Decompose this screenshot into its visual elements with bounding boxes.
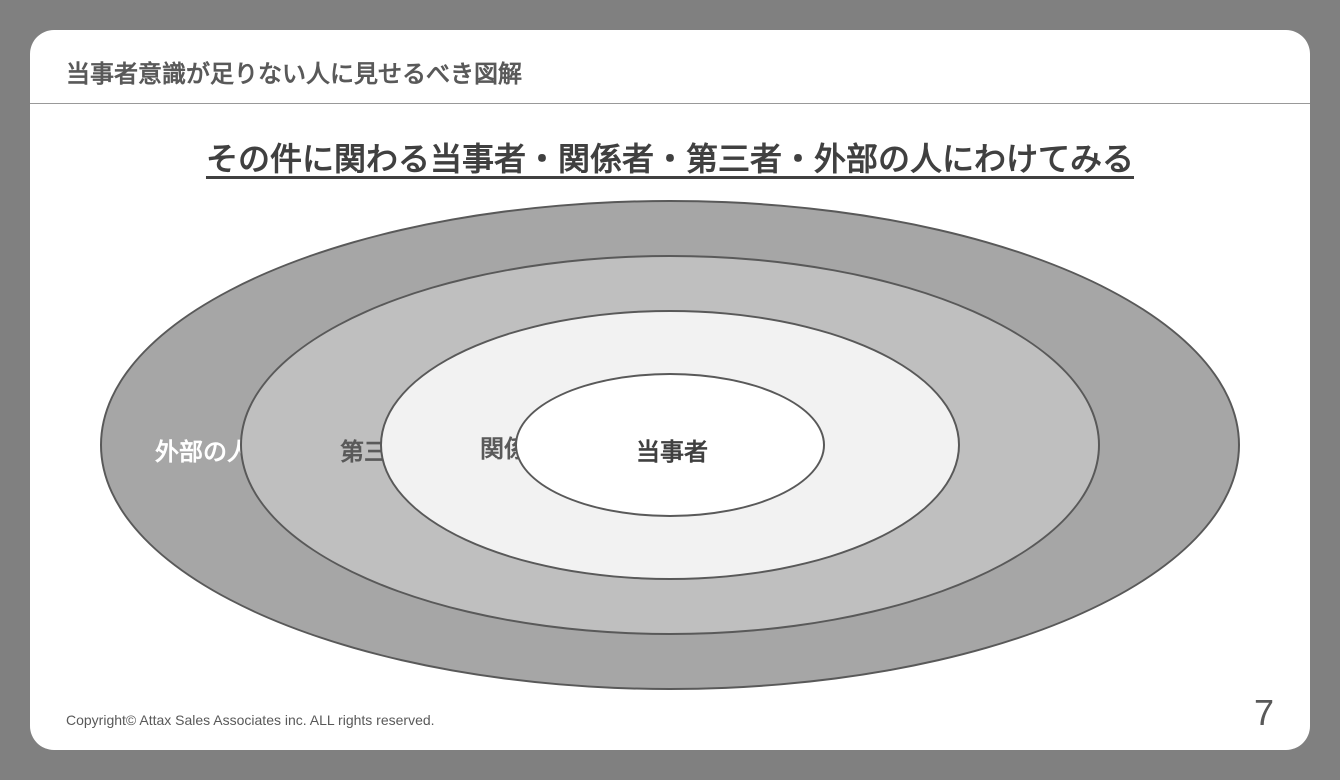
- ellipse-label-0: 外部の人: [155, 432, 251, 467]
- slide-subtitle: その件に関わる当事者・関係者・第三者・外部の人にわけてみる: [30, 134, 1310, 180]
- slide-header: 当事者意識が足りない人に見せるべき図解: [30, 30, 1310, 104]
- slide: 当事者意識が足りない人に見せるべき図解 その件に関わる当事者・関係者・第三者・外…: [30, 30, 1310, 750]
- page-number: 7: [1254, 692, 1274, 734]
- header-title: 当事者意識が足りない人に見せるべき図解: [66, 54, 1274, 89]
- footer-copyright: Copyright© Attax Sales Associates inc. A…: [66, 712, 435, 728]
- ellipse-label-3: 当事者: [636, 432, 708, 467]
- nested-ellipse-diagram: 外部の人第三者関係者当事者: [100, 200, 1240, 690]
